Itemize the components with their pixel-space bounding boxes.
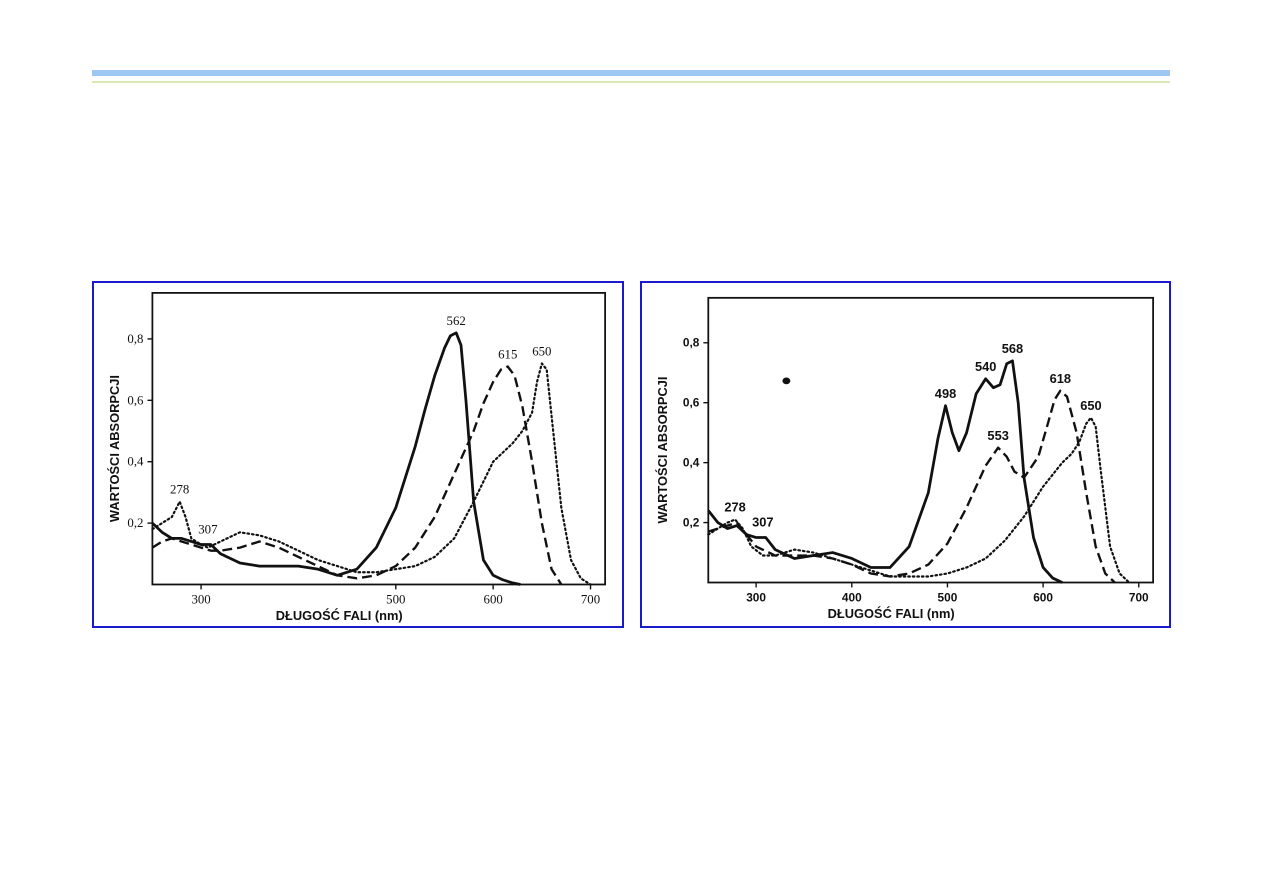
y-tick-label: 0,4 <box>683 456 700 470</box>
y-tick-label: 0,4 <box>127 455 144 469</box>
x-tick-label: 700 <box>1129 590 1149 604</box>
chart-panel-left: 300 500 600 700 0,2 0,4 0,6 0,8 DŁUGOŚĆ FALI (nm… <box>92 281 624 628</box>
spectrum-chart-right: 300 400 500 600 700 0,2 0,4 0,6 0,8 DŁUGOŚĆ FALI … <box>655 296 1155 621</box>
y-tick-label: 0,8 <box>683 336 700 350</box>
peak-label-498: 498 <box>935 386 956 401</box>
header-rule <box>92 70 1170 76</box>
x-tick-label: 300 <box>191 592 210 606</box>
peak-label-307: 307 <box>752 515 773 530</box>
peak-label-278: 278 <box>724 500 745 515</box>
peak-label-540: 540 <box>975 359 996 374</box>
peak-label-562: 562 <box>447 314 466 328</box>
y-tick-label: 0,2 <box>127 516 143 530</box>
x-tick-label: 700 <box>581 592 600 606</box>
peak-label-618: 618 <box>1050 371 1071 386</box>
dashed-spectrum-line <box>707 389 1116 584</box>
x-axis-title: DŁUGOŚĆ FALI (nm) <box>276 608 403 623</box>
plot-frame <box>151 291 607 586</box>
x-tick-label: 600 <box>1033 590 1053 604</box>
dotted-spectrum-line <box>707 416 1131 584</box>
header-rule-thin <box>92 81 1170 83</box>
y-axis-title: WARTOŚCI ABSORPCJI <box>107 375 122 522</box>
peak-label-650: 650 <box>1080 398 1101 413</box>
x-tick-label: 600 <box>484 592 503 606</box>
x-axis-title: DŁUGOŚĆ FALI (nm) <box>828 606 955 621</box>
ink-dot <box>782 377 791 385</box>
x-tick-label: 400 <box>842 590 862 604</box>
peak-label-615: 615 <box>498 348 517 362</box>
y-tick-label: 0,6 <box>127 393 144 407</box>
peak-label-568: 568 <box>1002 341 1023 356</box>
plot-frame <box>707 296 1155 584</box>
peak-label-278: 278 <box>170 483 189 497</box>
y-tick-label: 0,2 <box>683 516 700 530</box>
peak-label-553: 553 <box>987 428 1008 443</box>
x-tick-label: 500 <box>938 590 958 604</box>
y-tick-label: 0,6 <box>683 396 700 410</box>
peak-label-307: 307 <box>198 523 218 537</box>
y-tick-label: 0,8 <box>127 332 143 346</box>
peak-label-650: 650 <box>532 345 551 359</box>
solid-spectrum-line <box>707 359 1063 584</box>
y-axis-title: WARTOŚCI ABSORPCJI <box>655 377 670 524</box>
dashed-spectrum-line <box>151 365 563 586</box>
dotted-spectrum-line <box>151 362 592 586</box>
x-tick-label: 300 <box>746 590 766 604</box>
x-tick-label: 500 <box>386 592 405 606</box>
spectrum-chart-left: 300 500 600 700 0,2 0,4 0,6 0,8 DŁUGOŚĆ FALI (nm… <box>107 291 607 623</box>
chart-panel-right: 300 400 500 600 700 0,2 0,4 0,6 0,8 DŁUGOŚĆ FALI … <box>640 281 1171 628</box>
